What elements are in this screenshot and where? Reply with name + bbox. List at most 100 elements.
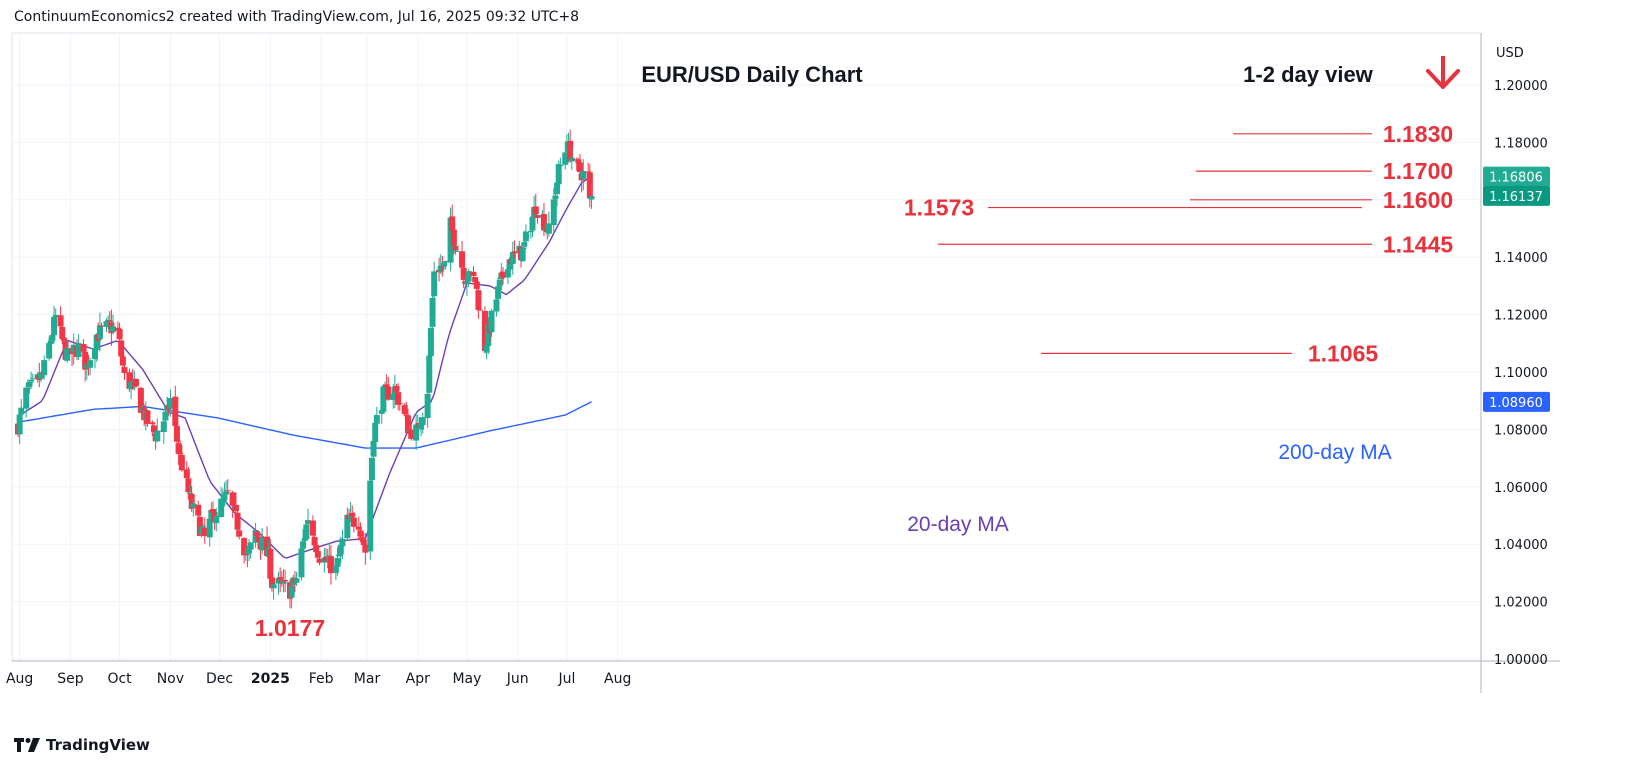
candle-body bbox=[447, 217, 454, 263]
candle-body bbox=[105, 319, 112, 321]
candle bbox=[87, 357, 94, 376]
candle-body bbox=[383, 384, 390, 388]
candle-body bbox=[187, 492, 194, 494]
ma200-line bbox=[17, 401, 592, 449]
candle-body bbox=[472, 276, 479, 283]
candle bbox=[96, 312, 103, 352]
candle-body bbox=[280, 579, 287, 584]
candle-body bbox=[234, 512, 241, 530]
x-tick-label: Aug bbox=[604, 671, 631, 687]
candle-body bbox=[241, 538, 248, 556]
candle bbox=[477, 297, 484, 311]
candle-body bbox=[431, 271, 438, 297]
view-label: 1-2 day view bbox=[1243, 62, 1374, 87]
candle-body bbox=[49, 334, 56, 341]
candle-body bbox=[555, 164, 562, 185]
candle-body bbox=[293, 578, 300, 583]
price-tag-text: 1.16806 bbox=[1489, 171, 1543, 186]
candle-body bbox=[259, 538, 266, 551]
x-tick-label: Apr bbox=[406, 671, 430, 687]
candle-body bbox=[60, 337, 67, 341]
candle-body bbox=[588, 195, 595, 200]
candle bbox=[418, 423, 425, 437]
candle-body bbox=[160, 421, 167, 433]
candle bbox=[190, 499, 197, 517]
candle-body bbox=[75, 343, 82, 357]
candle-body bbox=[80, 344, 87, 352]
candle-body bbox=[580, 170, 587, 180]
candle-body bbox=[51, 317, 58, 336]
candles-group bbox=[15, 129, 595, 609]
candle-body bbox=[236, 530, 243, 537]
candle-body bbox=[175, 443, 182, 454]
candle-body bbox=[149, 422, 156, 425]
candle-body bbox=[116, 329, 123, 340]
candle bbox=[213, 508, 220, 532]
candle bbox=[496, 279, 503, 291]
candle-body bbox=[173, 426, 180, 442]
candle-body bbox=[301, 537, 308, 541]
chart-attribution: ContinuumEconomics2 created with Trading… bbox=[14, 9, 580, 25]
candle bbox=[509, 241, 516, 275]
candle bbox=[144, 409, 151, 427]
candle bbox=[303, 521, 310, 541]
candle-body bbox=[162, 411, 169, 421]
candle-body bbox=[195, 504, 202, 516]
candle bbox=[519, 248, 526, 262]
candle-body bbox=[229, 492, 236, 506]
ma20-label: 20-day MA bbox=[907, 513, 1009, 536]
candle bbox=[29, 373, 36, 383]
candle bbox=[334, 547, 341, 576]
candle bbox=[105, 315, 112, 329]
down-arrow-icon bbox=[1426, 56, 1460, 89]
plot-frame bbox=[11, 32, 1482, 662]
candle-body bbox=[437, 265, 444, 272]
candle-body bbox=[92, 348, 99, 360]
candle-body bbox=[119, 356, 126, 366]
candle bbox=[452, 244, 459, 255]
candle bbox=[229, 490, 236, 518]
level-label: 1.1065 bbox=[1308, 340, 1379, 366]
candle bbox=[175, 438, 182, 465]
candle-body bbox=[465, 271, 472, 282]
candle bbox=[155, 430, 162, 432]
candle-body bbox=[385, 386, 392, 400]
x-tick-label: Mar bbox=[354, 671, 381, 687]
candle-body bbox=[316, 558, 323, 563]
candle-body bbox=[568, 157, 575, 162]
candle-body bbox=[252, 529, 259, 543]
price-tag: 1.16806 bbox=[1483, 166, 1550, 187]
candle bbox=[236, 524, 243, 540]
low-label: 1.0177 bbox=[255, 615, 325, 641]
candle-body bbox=[511, 251, 518, 254]
candle bbox=[380, 384, 387, 413]
x-tick-label: Aug bbox=[6, 671, 33, 687]
candle-body bbox=[37, 372, 44, 379]
candle-body bbox=[190, 503, 197, 508]
candle-body bbox=[128, 382, 135, 390]
candle bbox=[24, 379, 31, 396]
candle-body bbox=[16, 414, 23, 435]
tradingview-logo-icon bbox=[14, 738, 40, 752]
candle-body bbox=[154, 431, 161, 442]
candle-body bbox=[521, 242, 528, 247]
x-tick-label: Jul bbox=[557, 671, 575, 687]
grid bbox=[11, 32, 1482, 662]
candle-body bbox=[244, 553, 251, 555]
candle-body bbox=[395, 392, 402, 405]
candle-body bbox=[357, 530, 364, 537]
candle-body bbox=[70, 344, 77, 353]
candle bbox=[413, 412, 420, 450]
candle bbox=[580, 159, 587, 191]
candle-body bbox=[282, 580, 289, 582]
x-tick-label: Dec bbox=[206, 671, 233, 687]
candle bbox=[557, 157, 564, 169]
candle-body bbox=[313, 545, 320, 553]
candle bbox=[298, 544, 305, 581]
candle-body bbox=[449, 216, 456, 231]
candle-body bbox=[183, 469, 190, 479]
candle bbox=[368, 457, 375, 484]
candle bbox=[119, 346, 126, 371]
candle-body bbox=[349, 512, 356, 517]
